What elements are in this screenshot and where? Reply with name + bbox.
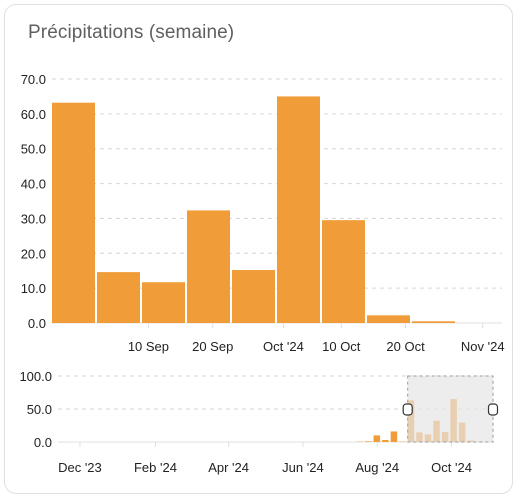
y-tick-label: 40.0 [21,177,46,192]
y-tick-label: 50.0 [21,142,46,157]
y-tick-label: 60.0 [21,107,46,122]
x-tick-label: 10 Sep [128,339,169,354]
bar[interactable] [142,282,185,323]
y-tick-label: 10.0 [21,281,46,296]
x-tick-label: 20 Sep [192,339,233,354]
x-tick-label: Oct '24 [263,339,304,354]
bar[interactable] [277,96,320,323]
brush-handle-right[interactable] [487,403,499,416]
bar[interactable] [412,321,455,323]
bar[interactable] [97,272,140,323]
x-tick-label: Feb '24 [134,460,177,475]
bar[interactable] [52,102,95,324]
bar[interactable] [373,435,381,442]
x-tick-label: Dec '23 [58,460,102,475]
bar[interactable] [322,220,365,323]
bar[interactable] [232,270,275,323]
y-tick-label: 0.0 [34,435,52,450]
y-tick-label: 100.0 [19,369,52,384]
y-tick-label: 0.0 [28,316,46,331]
x-tick-label: Oct '24 [431,460,472,475]
brush-selection[interactable] [407,375,494,443]
x-tick-label: Nov '24 [461,339,505,354]
x-tick-label: Jun '24 [282,460,324,475]
y-tick-label: 70.0 [21,72,46,87]
bar[interactable] [365,441,372,442]
y-tick-label: 50.0 [27,402,52,417]
x-tick-label: 10 Oct [322,339,361,354]
bar[interactable] [390,431,398,442]
bar[interactable] [382,440,389,442]
x-tick-label: Aug '24 [355,460,399,475]
card-title: Précipitations (semaine) [28,22,235,43]
bar[interactable] [367,315,410,323]
x-tick-label: Apr '24 [208,460,249,475]
brush-handle-left[interactable] [402,403,413,416]
y-tick-label: 30.0 [21,211,46,226]
x-tick-label: 20 Oct [386,339,425,354]
bar[interactable] [187,210,230,323]
y-tick-label: 20.0 [21,246,46,261]
